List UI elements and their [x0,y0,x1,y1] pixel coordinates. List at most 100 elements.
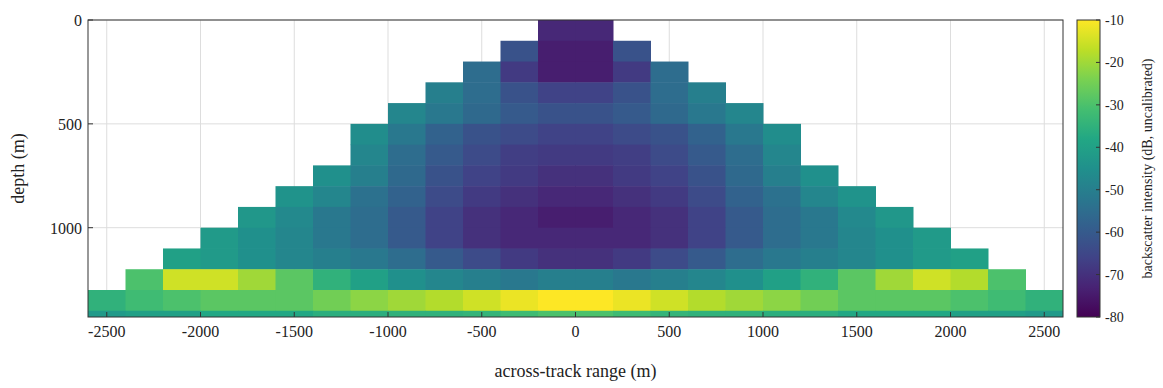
colorbar-tick [1096,274,1100,275]
colorbar-tick [1096,62,1100,63]
cell [538,20,576,41]
x-tick [1044,312,1045,317]
x-tick [763,312,764,317]
x-tick [106,312,107,317]
cell [726,103,764,124]
cell [726,145,764,166]
x-tick [388,312,389,317]
cell [313,290,351,311]
cell [688,269,726,290]
cell [201,228,239,249]
cell [276,248,314,269]
cell [388,248,426,269]
cell [351,165,389,186]
cell [388,124,426,145]
cell [538,228,576,249]
cell [351,311,389,317]
cell [763,269,801,290]
cell [801,165,839,186]
cell [651,207,689,228]
cell [613,82,651,103]
cell [801,248,839,269]
cell [538,62,576,83]
y-tick-label: 500 [58,116,82,133]
cell [951,290,989,311]
plot-frame [88,20,1063,317]
colorbar-tick [1096,232,1100,233]
cell [763,186,801,207]
cell [613,124,651,145]
cell [913,311,951,317]
cell [238,207,276,228]
cell [726,290,764,311]
cell [613,248,651,269]
cell [201,290,239,311]
cell [351,248,389,269]
cell [688,103,726,124]
cell [876,248,914,269]
cell [463,62,501,83]
cell [238,269,276,290]
cell [238,228,276,249]
x-tick-label: -500 [467,323,496,340]
cell [876,228,914,249]
cell [726,248,764,269]
cell [576,165,614,186]
cell [613,145,651,166]
cell [951,248,989,269]
cell [501,248,539,269]
colorbar-tick [1096,20,1100,21]
colorbar-title: backscatter intensity (dB, uncalibrated) [1140,58,1156,278]
cell [313,186,351,207]
colorbar-tick-label: -30 [1105,98,1124,113]
colorbar-tick-label: -70 [1105,268,1124,283]
x-tick-label: 2500 [1028,323,1060,340]
cell [876,207,914,228]
cell [613,165,651,186]
cell [988,311,1026,317]
cell [426,124,464,145]
grid-line [106,20,107,317]
cell [876,311,914,317]
cell [463,82,501,103]
cell [576,82,614,103]
x-tick-label: 2000 [935,323,967,340]
cell [913,269,951,290]
colorbar-tick-label: -50 [1105,183,1124,198]
cell [276,269,314,290]
y-tick [88,227,93,228]
cell [688,290,726,311]
cell [726,228,764,249]
cell [313,207,351,228]
cell [613,228,651,249]
y-axis-title: depth (m) [8,133,29,203]
cell [651,290,689,311]
cell [576,207,614,228]
cell [538,124,576,145]
cell [988,269,1026,290]
y-tick [88,123,93,124]
cell [838,290,876,311]
cell [538,165,576,186]
cell [613,207,651,228]
cell [801,207,839,228]
cell [538,103,576,124]
cell [538,41,576,62]
cell [426,311,464,317]
cell [88,290,126,311]
cell [238,311,276,317]
cell [426,186,464,207]
cell [463,228,501,249]
x-tick [669,312,670,317]
cell [576,248,614,269]
cell [688,145,726,166]
x-tick [481,312,482,317]
cell [201,269,239,290]
cell [388,311,426,317]
colorbar-tick [1096,317,1100,318]
cell [613,186,651,207]
cell [538,311,576,317]
colorbar-tick-label: -60 [1105,225,1124,240]
cell [501,228,539,249]
cell [501,311,539,317]
